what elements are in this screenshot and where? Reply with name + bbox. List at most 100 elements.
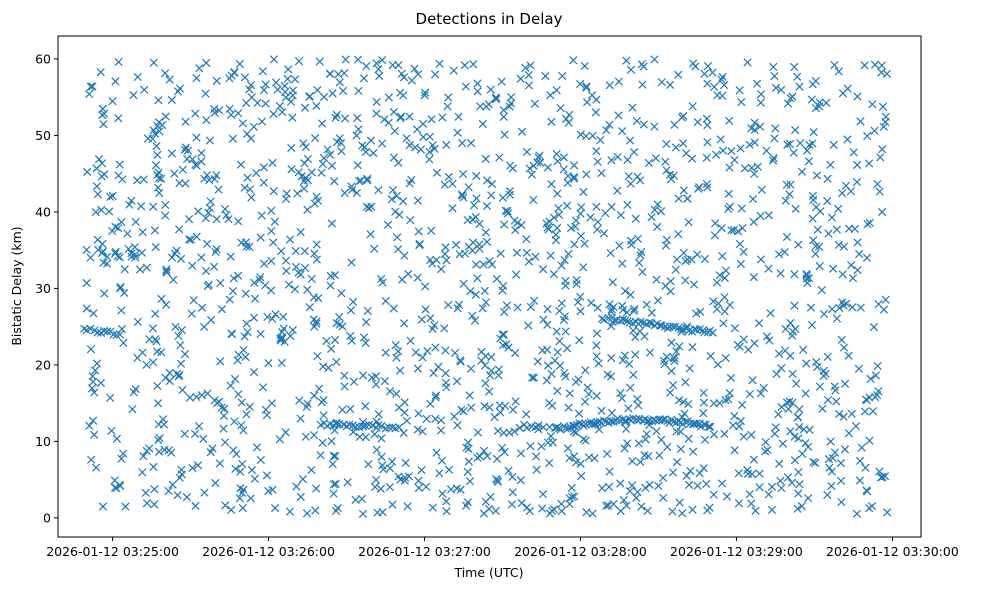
data-point (318, 362, 328, 371)
data-point (629, 147, 639, 157)
data-point (149, 202, 158, 211)
data-point (762, 332, 772, 341)
data-point (117, 217, 126, 227)
data-point (552, 86, 561, 95)
y-tick-label: 20 (35, 357, 51, 372)
data-point (200, 488, 209, 497)
data-point (802, 269, 811, 279)
data-point (668, 381, 678, 390)
data-point (80, 324, 89, 333)
data-point (592, 391, 601, 401)
data-point (563, 344, 572, 353)
data-point (586, 213, 595, 222)
data-point (473, 87, 482, 96)
data-point (863, 219, 872, 229)
data-point (527, 422, 536, 431)
data-point (878, 207, 887, 217)
data-point (257, 117, 267, 126)
data-point (819, 371, 828, 380)
data-point (309, 315, 318, 324)
data-point (388, 500, 397, 509)
data-point (181, 179, 190, 188)
data-point (533, 357, 542, 366)
data-point (349, 297, 358, 307)
data-point (650, 55, 659, 64)
data-point (614, 77, 623, 86)
data-point (451, 240, 461, 249)
data-point (508, 472, 517, 482)
data-point (303, 399, 312, 408)
data-point (143, 134, 153, 143)
data-point (708, 328, 717, 337)
data-point (579, 187, 588, 197)
data-point (119, 338, 128, 348)
data-point (816, 207, 825, 216)
data-point (374, 410, 383, 419)
data-point (576, 459, 585, 468)
data-point (786, 318, 795, 328)
data-point (638, 267, 647, 277)
data-point (319, 411, 328, 420)
data-point (756, 211, 765, 221)
data-point (665, 80, 675, 89)
data-point (522, 503, 532, 512)
data-point (823, 352, 832, 361)
data-point (331, 451, 340, 461)
data-point (789, 148, 798, 157)
data-point (481, 379, 490, 388)
data-point (738, 224, 747, 233)
x-tick-label: 2026-01-12 03:26:00 (202, 544, 335, 559)
data-point (413, 70, 423, 79)
data-point (389, 107, 398, 117)
data-point (131, 385, 140, 394)
data-point (863, 131, 872, 141)
data-point (759, 383, 768, 393)
data-point (234, 350, 243, 359)
data-point (436, 426, 446, 435)
data-point (312, 240, 321, 249)
data-point (91, 366, 100, 375)
data-point (616, 506, 625, 516)
data-point (475, 219, 484, 228)
data-point (429, 368, 438, 378)
data-point (504, 466, 513, 475)
data-point (362, 62, 371, 71)
data-point (706, 422, 715, 431)
data-point (506, 93, 516, 102)
data-point (376, 484, 385, 493)
data-point (547, 369, 556, 379)
data-point (774, 250, 784, 259)
data-point (704, 422, 713, 431)
data-point (462, 443, 471, 452)
data-point (684, 326, 693, 336)
data-point (517, 498, 526, 508)
data-point (470, 316, 480, 325)
data-point (153, 347, 162, 356)
data-point (662, 352, 671, 361)
data-point (378, 55, 387, 65)
data-point (683, 194, 692, 203)
data-point (771, 124, 780, 133)
data-point (710, 82, 719, 92)
data-point (329, 489, 338, 498)
data-point (495, 153, 504, 162)
data-point (561, 281, 570, 290)
data-point (720, 429, 729, 439)
data-point (105, 393, 115, 402)
data-point (194, 207, 203, 216)
data-point (121, 502, 130, 511)
data-point (438, 489, 447, 498)
data-point (161, 69, 170, 78)
data-point (644, 416, 653, 425)
data-point (197, 149, 206, 158)
data-point (794, 468, 803, 477)
data-point (656, 207, 666, 216)
data-point (115, 330, 125, 339)
data-point (856, 303, 865, 312)
data-point (411, 348, 420, 357)
data-point (472, 260, 481, 269)
data-point (180, 145, 190, 154)
data-point (315, 57, 324, 66)
data-point (632, 493, 641, 502)
data-point (252, 443, 262, 452)
